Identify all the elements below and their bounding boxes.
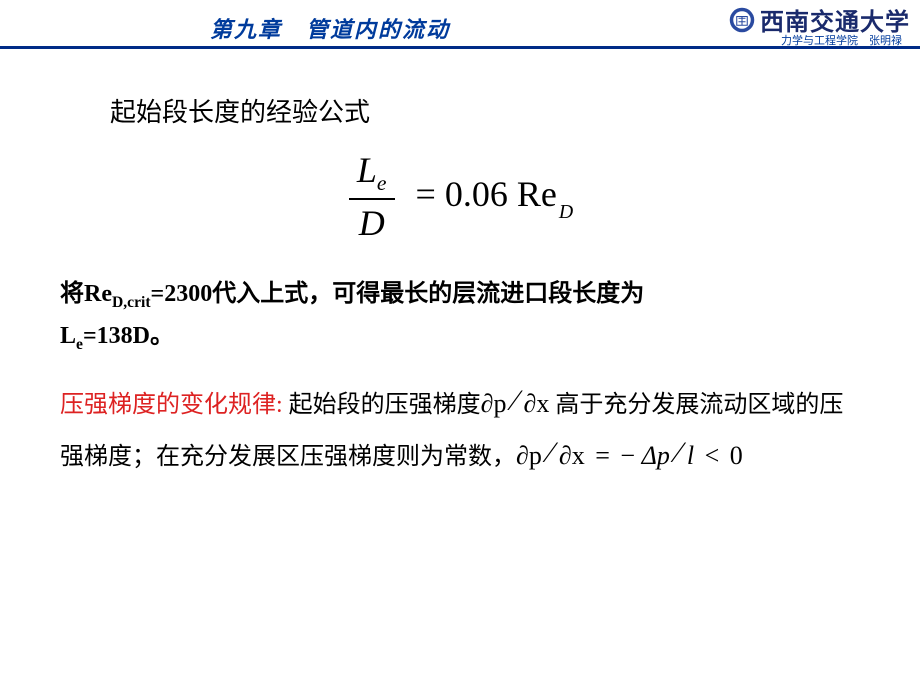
p2-zero: 0 [730,441,743,470]
p2-eq: = [585,441,621,470]
fraction-numerator: Le [349,149,395,200]
p1-le-sub: e [76,336,83,353]
slash-2: ⁄ [542,436,559,469]
p2-expr-1: ∂p⁄∂x [481,389,550,418]
p1-text-2: =2300 [151,281,213,307]
p1-text-3: 代入上式，可得最长的层流进口段长度为 [212,281,644,307]
p1-le: L [60,323,76,349]
p2-dp2: ∂p [516,441,542,470]
equals-sign: = [416,174,445,214]
sub-e: e [377,171,387,195]
p2-l: l [687,441,694,470]
fraction-le-d: Le D [349,149,395,244]
section-heading: 起始段长度的经验公式 [110,92,860,129]
p1-text-1: 将 [60,281,84,307]
slide-content: 起始段长度的经验公式 Le D = 0.06 ReD 将ReD,crit=230… [0,50,920,482]
p1-re-sub: D,crit [112,294,151,311]
p2-text-1: 起始段的压强梯度 [289,392,481,418]
slash-1: ⁄ [507,384,524,417]
reynolds-label: Re [517,174,557,214]
p1-text-4: =138D [83,323,150,349]
p2-dp: ∂p [481,389,507,418]
paragraph-1: 将ReD,crit=2300代入上式，可得最长的层流进口段长度为 Le=138D… [60,274,860,359]
slash-3: ⁄ [670,436,687,469]
p1-re: Re [84,281,112,307]
coefficient: 0.06 [445,174,517,214]
slide-header: 第九章 管道内的流动 西南交通大学 力学与工程学院 张明禄 [0,0,920,50]
var-D: D [349,200,395,244]
paragraph-2: 压强梯度的变化规律: 起始段的压强梯度∂p⁄∂x 高于充分发展流动区域的压强梯度… [60,377,860,482]
p2-lead-red: 压强梯度的变化规律: [60,392,289,418]
p2-neg: − [620,441,641,470]
p1-text-5: 。 [150,323,174,349]
main-formula: Le D = 0.06 ReD [60,149,860,244]
university-logo-icon [728,6,756,34]
p2-dx2: ∂x [559,441,585,470]
p2-deltap: Δp [642,441,670,470]
chapter-title: 第九章 管道内的流动 [210,12,450,44]
p2-expr-2: ∂p⁄∂x = − Δp⁄l < 0 [516,441,743,470]
p2-dx: ∂x [524,389,550,418]
header-divider [0,46,920,49]
p2-lt: < [694,441,730,470]
var-L: L [357,150,377,190]
reynolds-sub: D [559,201,573,223]
formula-rhs: = 0.06 ReD [416,174,572,214]
